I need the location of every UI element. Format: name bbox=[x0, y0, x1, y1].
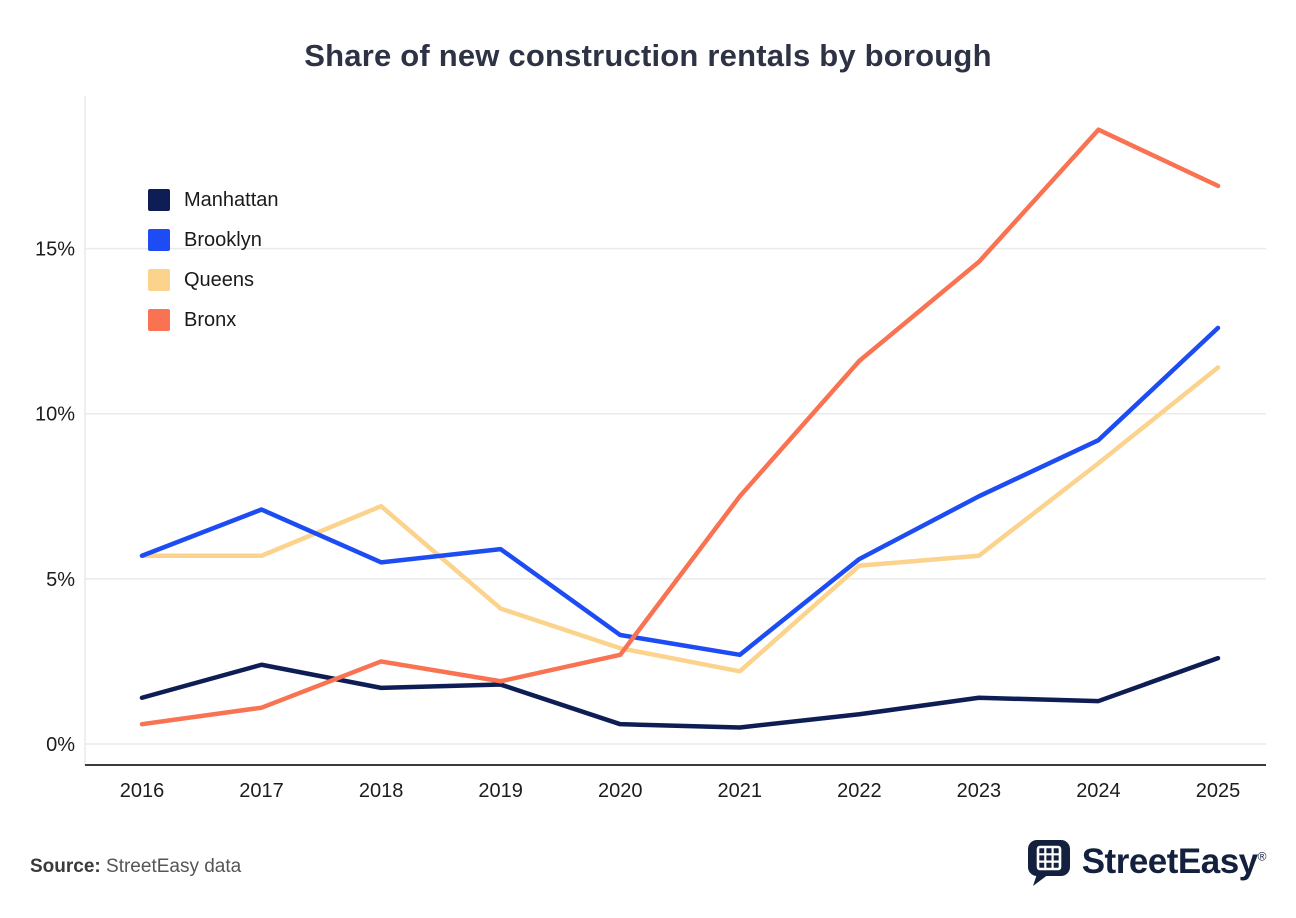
chart-legend: Manhattan Brooklyn Queens Bronx bbox=[148, 180, 279, 340]
x-tick-label: 2023 bbox=[957, 780, 1002, 802]
x-tick-label: 2016 bbox=[120, 780, 165, 802]
legend-label-brooklyn: Brooklyn bbox=[184, 228, 262, 251]
series-line-manhattan bbox=[139, 655, 1221, 730]
series-line-queens bbox=[139, 365, 1221, 674]
x-tick-label: 2021 bbox=[718, 780, 763, 802]
y-tick-label: 0% bbox=[46, 734, 75, 756]
logo-text: StreetEasy bbox=[1081, 842, 1258, 881]
legend-item-queens: Queens bbox=[148, 260, 279, 300]
source-text: StreetEasy data bbox=[100, 856, 242, 877]
y-tick-label: 10% bbox=[35, 404, 75, 426]
legend-swatch-queens bbox=[148, 269, 170, 291]
legend-swatch-manhattan bbox=[148, 189, 170, 211]
x-tick-label: 2020 bbox=[598, 780, 643, 802]
series-line-brooklyn bbox=[139, 325, 1221, 658]
y-tick-label: 15% bbox=[35, 239, 75, 261]
y-tick-label: 5% bbox=[46, 569, 75, 591]
registered-mark: ® bbox=[1257, 849, 1267, 864]
legend-swatch-bronx bbox=[148, 309, 170, 331]
line-chart: 0% 5% 10% 15% 2016 2017 2018 2019 2020 2021 2022 20… bbox=[35, 96, 1266, 802]
x-tick-label: 2017 bbox=[239, 780, 284, 802]
legend-label-bronx: Bronx bbox=[184, 308, 237, 331]
x-tick-label: 2022 bbox=[837, 780, 882, 802]
x-tick-label: 2025 bbox=[1196, 780, 1241, 802]
legend-item-brooklyn: Brooklyn bbox=[148, 220, 279, 260]
legend-swatch-brooklyn bbox=[148, 229, 170, 251]
chart-title: Share of new construction rentals by bor… bbox=[304, 38, 992, 73]
streeteasy-bubble-icon bbox=[1027, 840, 1070, 886]
series-line-bronx bbox=[139, 127, 1221, 727]
x-tick-label: 2024 bbox=[1076, 780, 1121, 802]
legend-item-bronx: Bronx bbox=[148, 300, 279, 340]
streeteasy-logo: StreetEasy® bbox=[1026, 838, 1267, 886]
source-attribution: Source: StreetEasy data bbox=[30, 856, 241, 878]
x-tick-label: 2019 bbox=[478, 780, 523, 802]
legend-item-manhattan: Manhattan bbox=[148, 180, 279, 220]
streeteasy-wordmark: StreetEasy® bbox=[1081, 842, 1267, 882]
x-tick-label: 2018 bbox=[359, 780, 404, 802]
legend-label-queens: Queens bbox=[184, 268, 255, 291]
legend-label-manhattan: Manhattan bbox=[184, 188, 279, 211]
source-label: Source: bbox=[30, 856, 101, 877]
